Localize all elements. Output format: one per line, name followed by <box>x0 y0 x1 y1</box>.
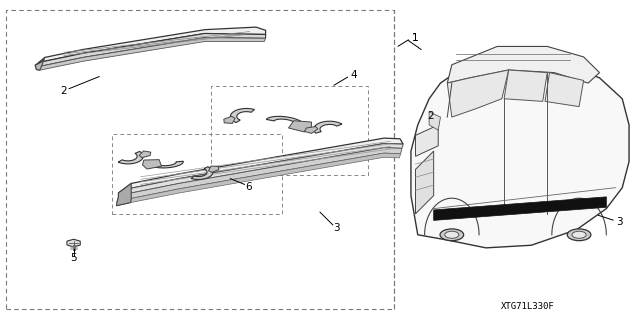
Polygon shape <box>191 167 212 179</box>
Polygon shape <box>35 33 266 70</box>
Polygon shape <box>209 166 219 172</box>
Circle shape <box>567 229 591 241</box>
Polygon shape <box>314 121 342 133</box>
Polygon shape <box>224 116 235 123</box>
Polygon shape <box>447 47 600 83</box>
Polygon shape <box>35 57 45 70</box>
Polygon shape <box>139 151 151 158</box>
Polygon shape <box>230 108 255 122</box>
Polygon shape <box>447 70 509 117</box>
Polygon shape <box>118 144 403 197</box>
Bar <box>6 10 394 309</box>
Bar <box>211 86 368 175</box>
Text: 4: 4 <box>350 70 356 80</box>
Polygon shape <box>266 116 303 124</box>
Polygon shape <box>415 151 434 214</box>
Text: 1: 1 <box>412 33 418 43</box>
Polygon shape <box>289 121 312 132</box>
Text: 3: 3 <box>616 217 623 227</box>
Bar <box>112 134 282 214</box>
Polygon shape <box>545 73 584 107</box>
Polygon shape <box>67 239 80 247</box>
Polygon shape <box>305 127 318 133</box>
Text: 1: 1 <box>412 33 418 43</box>
Polygon shape <box>411 57 629 248</box>
Polygon shape <box>116 183 131 206</box>
Polygon shape <box>36 38 266 70</box>
Polygon shape <box>116 153 401 206</box>
Circle shape <box>445 231 459 238</box>
Text: 6: 6 <box>245 182 252 192</box>
Circle shape <box>440 229 463 241</box>
Text: 5: 5 <box>70 253 77 263</box>
Text: 2: 2 <box>61 86 67 96</box>
Polygon shape <box>118 138 403 193</box>
Polygon shape <box>429 112 440 130</box>
Polygon shape <box>151 161 183 168</box>
Text: 3: 3 <box>333 223 339 233</box>
Text: XTG71L330F: XTG71L330F <box>501 302 555 311</box>
Polygon shape <box>415 125 438 156</box>
Polygon shape <box>434 197 606 220</box>
Polygon shape <box>143 160 161 169</box>
Text: 2: 2 <box>427 111 433 122</box>
Polygon shape <box>35 27 266 65</box>
Circle shape <box>572 231 586 238</box>
Polygon shape <box>118 152 143 164</box>
Polygon shape <box>504 70 547 101</box>
Polygon shape <box>117 148 402 202</box>
